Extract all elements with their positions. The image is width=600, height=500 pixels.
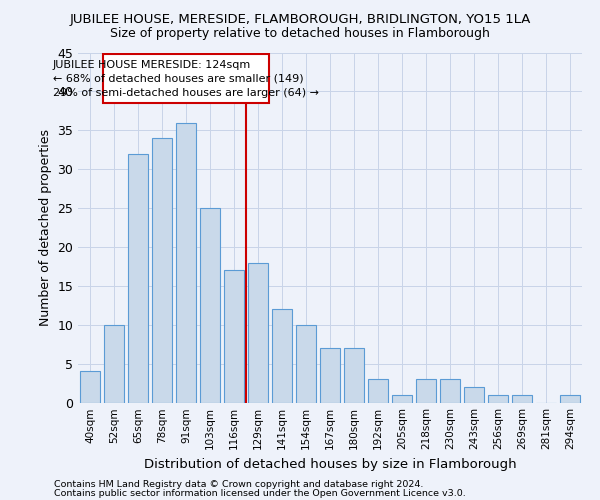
Bar [488, 394, 508, 402]
Bar [176, 122, 196, 402]
Bar [440, 379, 460, 402]
Bar [224, 270, 244, 402]
Text: JUBILEE HOUSE MERESIDE: 124sqm
← 68% of detached houses are smaller (149)
29% of: JUBILEE HOUSE MERESIDE: 124sqm ← 68% of … [53, 60, 319, 98]
Text: Contains public sector information licensed under the Open Government Licence v3: Contains public sector information licen… [54, 490, 466, 498]
Bar [392, 394, 412, 402]
Bar [128, 154, 148, 402]
Bar [103, 54, 269, 103]
Bar [200, 208, 220, 402]
Bar [272, 309, 292, 402]
Bar [512, 394, 532, 402]
Bar [416, 379, 436, 402]
Bar [248, 262, 268, 402]
Bar [560, 394, 580, 402]
Text: Contains HM Land Registry data © Crown copyright and database right 2024.: Contains HM Land Registry data © Crown c… [54, 480, 424, 489]
Bar [320, 348, 340, 403]
Text: Size of property relative to detached houses in Flamborough: Size of property relative to detached ho… [110, 28, 490, 40]
Bar [80, 372, 100, 402]
Bar [344, 348, 364, 403]
Text: JUBILEE HOUSE, MERESIDE, FLAMBOROUGH, BRIDLINGTON, YO15 1LA: JUBILEE HOUSE, MERESIDE, FLAMBOROUGH, BR… [70, 12, 530, 26]
Bar [368, 379, 388, 402]
Bar [296, 324, 316, 402]
Y-axis label: Number of detached properties: Number of detached properties [39, 129, 52, 326]
Bar [104, 324, 124, 402]
X-axis label: Distribution of detached houses by size in Flamborough: Distribution of detached houses by size … [143, 458, 517, 471]
Bar [152, 138, 172, 402]
Bar [464, 387, 484, 402]
